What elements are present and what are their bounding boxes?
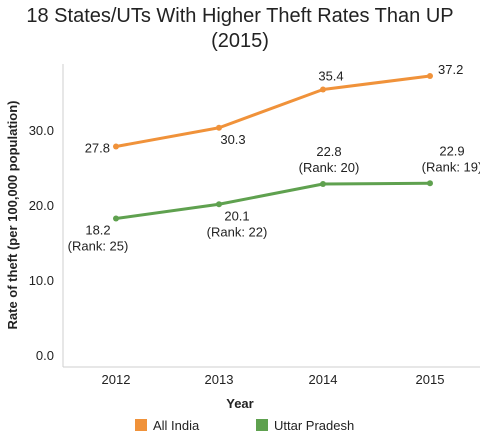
series-all-india: 27.8 30.3 35.4 37.2 <box>85 62 464 156</box>
legend-swatch <box>256 419 268 431</box>
data-point <box>427 180 433 187</box>
data-label: 35.4 <box>318 69 343 84</box>
chart-title-line-2: (2015) <box>211 30 269 52</box>
data-label: 22.8 <box>316 144 341 159</box>
data-label: 18.2 <box>85 223 110 238</box>
legend-item: Uttar Pradesh <box>256 418 354 433</box>
y-axis-title: Rate of theft (per 100,000 population) <box>5 101 20 330</box>
x-tick-label: 2013 <box>205 372 234 387</box>
data-point <box>113 143 119 150</box>
data-point <box>320 181 326 187</box>
data-point <box>320 86 326 93</box>
x-axis-title: Year <box>226 396 253 411</box>
data-label: 27.8 <box>85 141 110 156</box>
chart-axes <box>62 64 480 368</box>
y-tick-label: 0.0 <box>36 348 54 363</box>
data-label: (Rank: 20) <box>299 160 360 175</box>
y-tick-label: 20.0 <box>29 198 54 213</box>
data-label: (Rank: 22) <box>207 224 268 239</box>
data-label: (Rank: 25) <box>68 239 129 254</box>
data-point <box>427 73 433 79</box>
data-point <box>216 201 222 208</box>
legend-label: All India <box>153 418 200 433</box>
series-line <box>115 74 431 148</box>
legend-swatch <box>135 419 147 431</box>
data-point <box>216 124 222 131</box>
series-layer: 27.830.335.4 37.218.2(Rank: 25)20.1(Rank:… <box>68 62 480 254</box>
legend-label: Uttar Pradesh <box>274 418 354 433</box>
y-tick-labels: 0.0 10.0 20.0 30.0 <box>29 123 54 363</box>
x-tick-label: 2014 <box>309 372 338 387</box>
series-uttar-pradesh: 18.2(Rank: 25) 20.1(Rank: 22) 22.8(Rank: 2… <box>68 143 480 253</box>
x-tick-labels: 2012 2013 2014 2015 <box>102 372 445 387</box>
series-line <box>115 181 431 220</box>
y-tick-label: 30.0 <box>29 123 54 138</box>
data-label: 37.2 <box>438 62 463 77</box>
y-tick-label: 10.0 <box>29 273 54 288</box>
x-tick-label: 2012 <box>102 372 131 387</box>
legend: All India Uttar Pradesh <box>135 418 354 433</box>
legend-item: All India <box>135 418 200 433</box>
chart-title-line-1: 18 States/UTs With Higher Theft Rates Th… <box>26 5 454 27</box>
data-label: 20.1 <box>224 208 249 223</box>
data-label: 30.3 <box>220 132 245 147</box>
chart-title: 18 States/UTs With Higher Theft Rates Th… <box>0 4 480 54</box>
data-point <box>113 215 119 222</box>
data-label: (Rank: 19) <box>422 159 480 174</box>
x-tick-label: 2015 <box>416 372 445 387</box>
data-label: 22.9 <box>439 143 464 158</box>
